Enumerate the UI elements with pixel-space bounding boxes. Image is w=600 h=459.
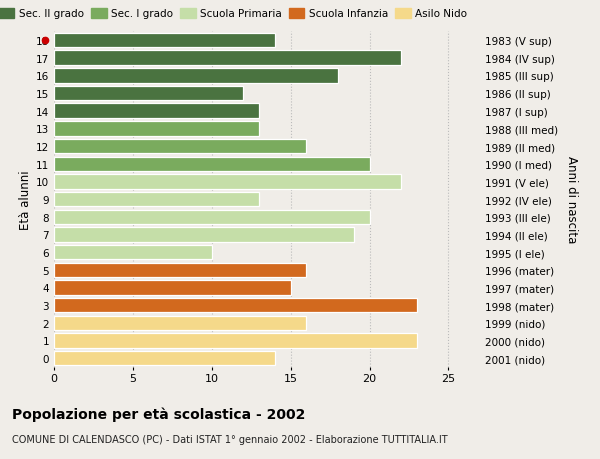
Bar	[54, 157, 370, 172]
Bar	[54, 280, 290, 295]
Bar	[54, 298, 417, 313]
Bar	[54, 175, 401, 189]
Bar	[54, 334, 417, 348]
Bar	[54, 104, 259, 119]
Bar	[54, 192, 259, 207]
Bar	[54, 34, 275, 48]
Text: Popolazione per età scolastica - 2002: Popolazione per età scolastica - 2002	[12, 406, 305, 421]
Bar	[54, 51, 401, 66]
Bar	[54, 263, 307, 277]
Bar	[54, 246, 212, 260]
Bar	[54, 228, 354, 242]
Bar	[54, 69, 338, 84]
Bar	[54, 87, 244, 101]
Y-axis label: Anni di nascita: Anni di nascita	[565, 156, 578, 243]
Bar	[54, 351, 275, 366]
Y-axis label: Età alunni: Età alunni	[19, 170, 32, 230]
Bar	[54, 140, 307, 154]
Bar	[54, 316, 307, 330]
Bar	[54, 210, 370, 224]
Legend: Sec. II grado, Sec. I grado, Scuola Primaria, Scuola Infanzia, Asilo Nido: Sec. II grado, Sec. I grado, Scuola Prim…	[0, 5, 471, 23]
Text: COMUNE DI CALENDASCO (PC) - Dati ISTAT 1° gennaio 2002 - Elaborazione TUTTITALIA: COMUNE DI CALENDASCO (PC) - Dati ISTAT 1…	[12, 434, 448, 444]
Bar	[54, 122, 259, 136]
